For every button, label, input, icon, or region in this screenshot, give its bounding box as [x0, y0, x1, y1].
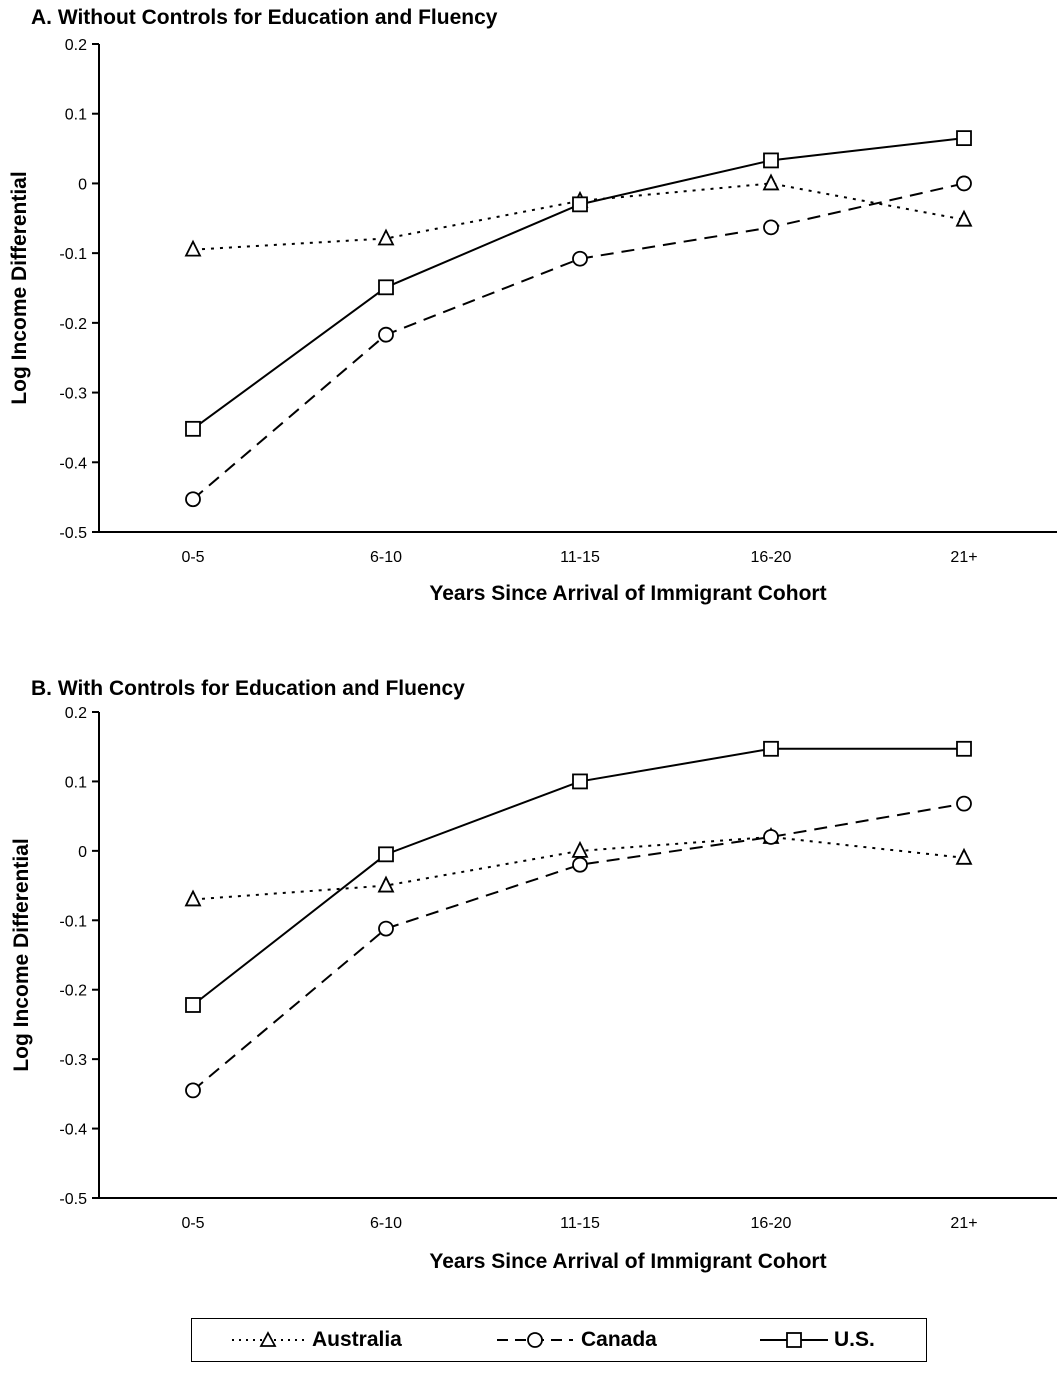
panel-a-us-point — [572, 196, 588, 213]
panel-a-us-point — [185, 420, 201, 437]
panel-a-australia-point — [377, 228, 395, 246]
panel-a-australia-point — [955, 209, 973, 227]
panel-b-series-canada-line — [192, 802, 965, 1092]
panel-b-x-tick-label: 16-20 — [751, 1215, 792, 1232]
panel-b-canada-point — [956, 795, 972, 812]
legend-label-us: U.S. — [834, 1327, 875, 1351]
panel-b-canada-point — [572, 856, 588, 873]
legend-swatch-us — [760, 1331, 828, 1348]
panel-b-series-australia-line — [192, 835, 965, 901]
panel-b-x-tick-label: 21+ — [950, 1215, 977, 1232]
panel-b-x-tick-label: 0-5 — [181, 1215, 204, 1232]
panel-a-series-australia-line — [192, 182, 965, 251]
panel-a-x-tick-label: 21+ — [950, 549, 977, 566]
panel-b-canada-point — [378, 920, 394, 937]
panel-a-y-tick-label: -0.1 — [59, 246, 87, 263]
panel-a-y-tick-label: -0.5 — [59, 525, 87, 542]
panel-b-us-point — [763, 740, 779, 757]
legend-swatch-canada — [497, 1331, 573, 1348]
panel-b-y-tick-label: -0.1 — [59, 913, 87, 930]
panel-a-x-tick-label: 0-5 — [181, 549, 204, 566]
panel-a-canada-point — [378, 326, 394, 343]
panel-a-y-tick-label: 0 — [78, 176, 87, 193]
panel-a-canada-point — [572, 250, 588, 267]
legend-label-australia: Australia — [312, 1327, 402, 1351]
panel-b-us-point — [378, 846, 394, 863]
panel-a-australia-point — [762, 173, 780, 191]
panel-a-x-tick-label: 16-20 — [751, 549, 792, 566]
panel-b-australia-point — [184, 889, 202, 907]
panel-b-us-point — [956, 740, 972, 757]
panel-a-y-tick-label: -0.3 — [59, 386, 87, 403]
panel-a-y-tick-label: -0.4 — [59, 455, 87, 472]
legend-swatch-australia — [232, 1330, 304, 1347]
panel-b-y-tick-label: 0 — [78, 844, 87, 861]
panel-a-y-tick-label: -0.2 — [59, 316, 87, 333]
panel-b-y-tick-label: -0.3 — [59, 1052, 87, 1069]
panel-b-x-tick-label: 6-10 — [370, 1215, 402, 1232]
panel-b-australia-point — [955, 847, 973, 865]
panel-b-y-tick-label: -0.5 — [59, 1191, 87, 1208]
panel-b-title: B. With Controls for Education and Fluen… — [31, 677, 465, 700]
legend-item-us: U.S. — [758, 1319, 875, 1360]
panel-b-y-axis-label: Log Income Differential — [10, 838, 33, 1071]
panel-b-us-point — [572, 773, 588, 790]
panel-a-us-point — [378, 279, 394, 296]
panel-a-y-axis-label: Log Income Differential — [8, 171, 31, 404]
legend-label-canada: Canada — [581, 1327, 657, 1351]
panel-a-x-tick-label: 6-10 — [370, 549, 402, 566]
panel-b-y-tick-label: -0.2 — [59, 983, 87, 1000]
panel-b-australia-point — [571, 840, 589, 858]
panel-a-x-axis-label: Years Since Arrival of Immigrant Cohort — [429, 582, 826, 605]
panel-b-y-tick-label: 0.2 — [65, 705, 87, 722]
panel-a-series-canada-line — [192, 182, 965, 500]
panel-a-australia-point — [184, 239, 202, 257]
panel-a-y-tick-label: 0.2 — [65, 37, 87, 54]
panel-a-y-tick-label: 0.1 — [65, 107, 87, 124]
panel-a-series-us-line — [192, 137, 965, 430]
panel-a-us-point — [956, 130, 972, 147]
panel-b-canada-point — [185, 1082, 201, 1099]
legend: Australia Canada U.S. — [191, 1318, 927, 1362]
legend-item-canada: Canada — [493, 1319, 657, 1360]
panel-b-x-axis-label: Years Since Arrival of Immigrant Cohort — [429, 1250, 826, 1273]
panel-b-y-tick-label: -0.4 — [59, 1122, 87, 1139]
panel-b-chart: B. With Controls for Education and Fluen… — [10, 677, 1057, 1273]
panel-b-canada-point — [763, 829, 779, 845]
panel-a-chart: A. Without Controls for Education and Fl… — [8, 6, 1057, 605]
panel-b-australia-point — [377, 875, 395, 893]
panel-b-us-point — [185, 997, 201, 1013]
panel-a-canada-point — [956, 175, 972, 192]
panel-a-canada-point — [185, 491, 201, 508]
panel-a-x-tick-label: 11-15 — [560, 549, 600, 566]
panel-a-canada-point — [763, 219, 779, 236]
panel-b-x-tick-label: 11-15 — [560, 1215, 600, 1232]
panel-a-title: A. Without Controls for Education and Fl… — [31, 6, 498, 29]
legend-item-australia: Australia — [228, 1319, 402, 1360]
panel-a-us-point — [763, 152, 779, 169]
panel-b-y-tick-label: 0.1 — [65, 774, 87, 791]
